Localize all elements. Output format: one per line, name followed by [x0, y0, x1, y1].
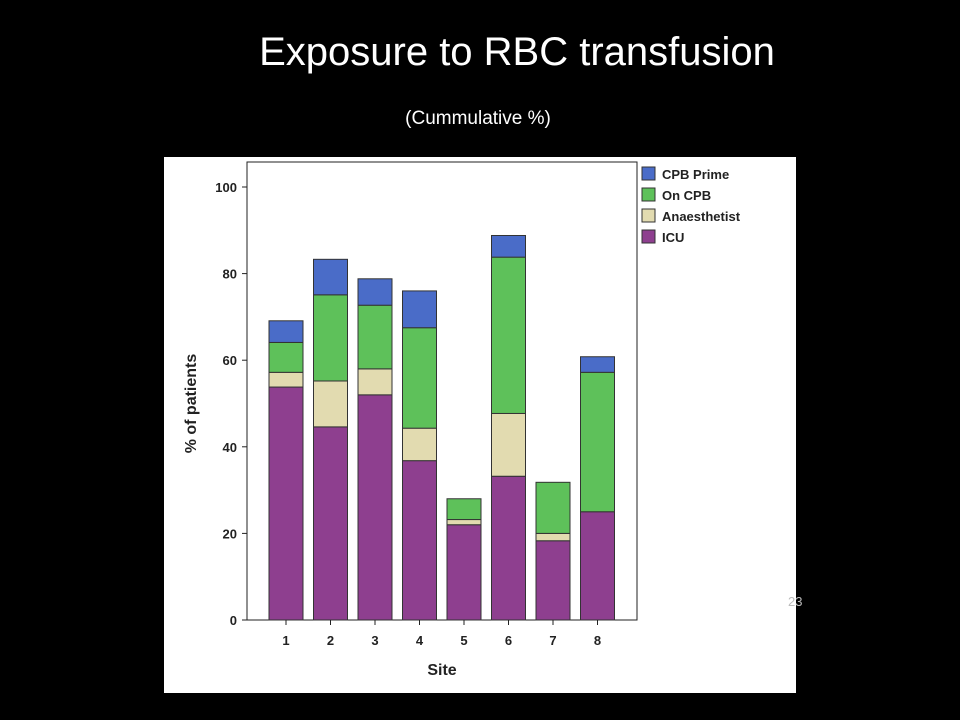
- bar-site-5-anaesthetist: [446, 519, 482, 526]
- bar-site-2-cpb-prime: [313, 258, 348, 296]
- y-tick-label-100: 100: [215, 180, 237, 195]
- bar-site-3-anaesthetist: [357, 368, 393, 396]
- x-tick-label-6: 6: [505, 633, 512, 648]
- bar-site-5-on-cpb: [446, 498, 482, 521]
- bar-site-2-icu: [313, 426, 348, 621]
- bar-site-4-cpb-prime: [402, 290, 437, 329]
- legend-label-anaesthetist: Anaesthetist: [662, 209, 741, 224]
- x-tick-label-2: 2: [327, 633, 334, 648]
- bar-site-7-anaesthetist: [535, 532, 571, 542]
- bar-site-3-on-cpb: [357, 304, 393, 370]
- bar-site-1-cpb-prime: [268, 320, 304, 343]
- bar-site-3-icu: [357, 394, 393, 621]
- chart-panel: 0 20 40 60 80 100 % of patients 1 2 3 4 5 6 7 8 Site CPB…: [164, 157, 796, 693]
- bar-site-3-cpb-prime: [357, 278, 393, 306]
- bar-site-1-on-cpb: [268, 341, 304, 373]
- legend-label-icu: ICU: [662, 230, 684, 245]
- y-axis-label: % of patients: [183, 354, 200, 454]
- x-tick-label-8: 8: [594, 633, 601, 648]
- legend-label-on-cpb: On CPB: [662, 188, 711, 203]
- x-tick-label-1: 1: [282, 633, 289, 648]
- stacked-bar-chart: 0 20 40 60 80 100 % of patients 1 2 3 4 5 6 7 8 Site CPB…: [183, 161, 741, 679]
- x-axis-label: Site: [427, 662, 456, 679]
- x-tick-label-5: 5: [460, 633, 467, 648]
- bar-site-4-icu: [402, 460, 437, 621]
- legend-swatch-on-cpb: [641, 187, 656, 202]
- slide-title: Exposure to RBC transfusion: [259, 30, 775, 74]
- y-tick-label-60: 60: [223, 353, 237, 368]
- y-tick-label-20: 20: [223, 526, 237, 541]
- bar-site-4-on-cpb: [402, 327, 437, 429]
- x-tick-label-3: 3: [371, 633, 378, 648]
- plot-frame: [246, 161, 638, 621]
- bar-site-6-icu: [491, 475, 526, 621]
- legend-swatch-icu: [641, 229, 656, 244]
- bar-site-8-on-cpb: [580, 371, 615, 513]
- legend-swatch-anaesthetist: [641, 208, 656, 223]
- bar-site-6-anaesthetist: [491, 412, 526, 477]
- bar-site-4-anaesthetist: [402, 427, 437, 462]
- bar-site-1-icu: [268, 386, 304, 621]
- bar-site-7-on-cpb: [535, 481, 571, 534]
- y-tick-label-40: 40: [223, 440, 237, 455]
- bar-site-5-icu: [446, 524, 482, 621]
- bar-site-1-anaesthetist: [268, 371, 304, 388]
- bar-site-8-icu: [580, 511, 615, 621]
- bar-site-2-on-cpb: [313, 294, 348, 382]
- page-number: 23: [788, 594, 803, 609]
- x-tick-label-4: 4: [416, 633, 424, 648]
- bar-site-6-on-cpb: [491, 256, 526, 414]
- bar-site-8-cpb-prime: [580, 356, 615, 373]
- slide-subtitle: (Cummulative %): [405, 108, 551, 129]
- y-tick-label-0: 0: [230, 613, 237, 628]
- bar-site-6-cpb-prime: [491, 234, 526, 258]
- bar-site-7-icu: [535, 540, 571, 621]
- y-tick-label-80: 80: [223, 267, 237, 282]
- bar-site-2-anaesthetist: [313, 380, 348, 428]
- x-tick-label-7: 7: [549, 633, 556, 648]
- legend-label-cpb-prime: CPB Prime: [662, 167, 729, 182]
- legend-swatch-cpb-prime: [641, 166, 656, 181]
